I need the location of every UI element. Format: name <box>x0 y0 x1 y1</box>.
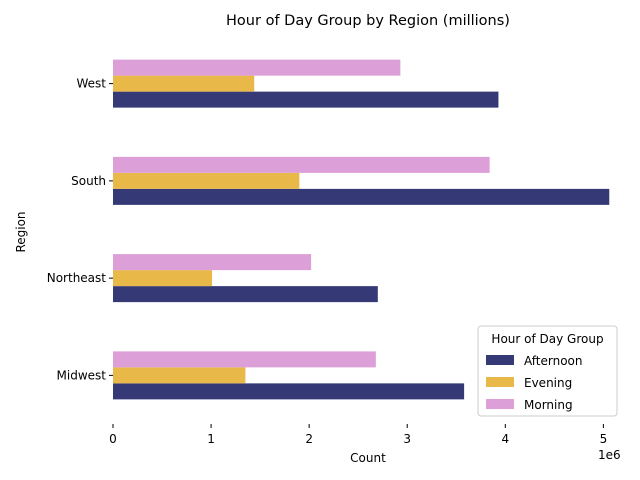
x-tick-label: 3 <box>403 432 411 446</box>
bar-northeast-morning <box>113 254 312 271</box>
y-axis-label: Region <box>14 211 28 252</box>
x-tick-label: 0 <box>109 432 117 446</box>
y-tick-label: Midwest <box>57 368 107 382</box>
x-tick-label: 1 <box>207 432 215 446</box>
bar-midwest-evening <box>113 367 246 384</box>
bar-midwest-morning <box>113 351 376 368</box>
bars-group <box>113 59 610 400</box>
y-tick-label: West <box>76 77 106 91</box>
legend-swatch-evening <box>486 377 514 387</box>
x-axis-label: Count <box>350 451 386 465</box>
bar-west-evening <box>113 75 255 92</box>
bar-midwest-afternoon <box>113 383 465 400</box>
legend-label-evening: Evening <box>524 376 572 390</box>
x-tick-label: 5 <box>600 432 608 446</box>
chart-title: Hour of Day Group by Region (millions) <box>226 13 510 29</box>
legend-frame <box>477 325 618 417</box>
bar-west-morning <box>113 59 401 76</box>
bar-south-afternoon <box>113 188 610 205</box>
legend-swatch-afternoon <box>486 355 514 365</box>
legend-swatch-morning <box>486 399 514 409</box>
bar-south-morning <box>113 156 490 173</box>
y-tick-label: South <box>71 174 106 188</box>
y-tick-label: Northeast <box>47 271 107 285</box>
x-tick-label: 2 <box>305 432 313 446</box>
legend-label-morning: Morning <box>524 398 573 412</box>
legend: Hour of Day Group Afternoon Evening Morning <box>477 325 618 417</box>
legend-title: Hour of Day Group <box>491 332 603 346</box>
bar-south-evening <box>113 172 300 189</box>
x-axis-ticks: 0 1 2 3 4 5 <box>109 424 607 446</box>
x-axis-offset-label: 1e6 <box>598 448 621 462</box>
bar-west-afternoon <box>113 91 499 108</box>
bar-northeast-evening <box>113 270 213 287</box>
legend-label-afternoon: Afternoon <box>524 354 583 368</box>
bar-northeast-afternoon <box>113 286 378 303</box>
y-axis-ticks: West South Northeast Midwest <box>47 77 113 382</box>
x-tick-label: 4 <box>501 432 509 446</box>
